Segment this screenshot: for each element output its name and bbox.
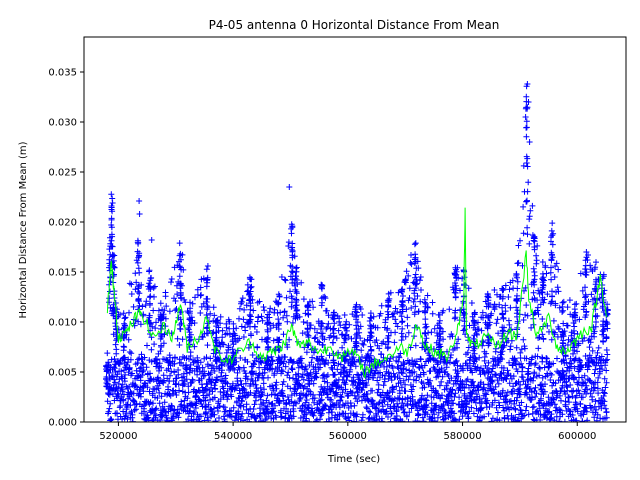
y-axis: 0.000 0.005 0.010 0.015 0.020 0.025 0.030 0.035 [48, 68, 84, 429]
y-tick-label: 0.015 [48, 268, 77, 279]
x-tick-label: 580000 [443, 431, 481, 442]
x-tick-label: 520000 [99, 431, 137, 442]
y-tick-label: 0.000 [48, 418, 77, 429]
x-tick-label: 600000 [558, 431, 596, 442]
y-tick-label: 0.035 [48, 68, 77, 79]
x-axis-label: Time (sec) [327, 454, 380, 465]
x-axis: 520000 540000 560000 580000 600000 [99, 422, 596, 442]
y-tick-label: 0.005 [48, 368, 77, 379]
axes-frame [83, 36, 627, 423]
series-blue-markers [103, 81, 611, 422]
x-tick-label: 540000 [214, 431, 252, 442]
x-tick-label: 560000 [329, 431, 367, 442]
y-tick-label: 0.030 [48, 118, 77, 129]
y-axis-label: Horizontal Distance From Mean (m) [18, 141, 29, 318]
chart-title: P4-05 antenna 0 Horizontal Distance From… [209, 18, 500, 32]
y-tick-label: 0.025 [48, 168, 77, 179]
series-green-line [106, 207, 608, 379]
y-tick-label: 0.020 [48, 218, 77, 229]
y-tick-label: 0.010 [48, 318, 77, 329]
plot-area [103, 81, 611, 422]
